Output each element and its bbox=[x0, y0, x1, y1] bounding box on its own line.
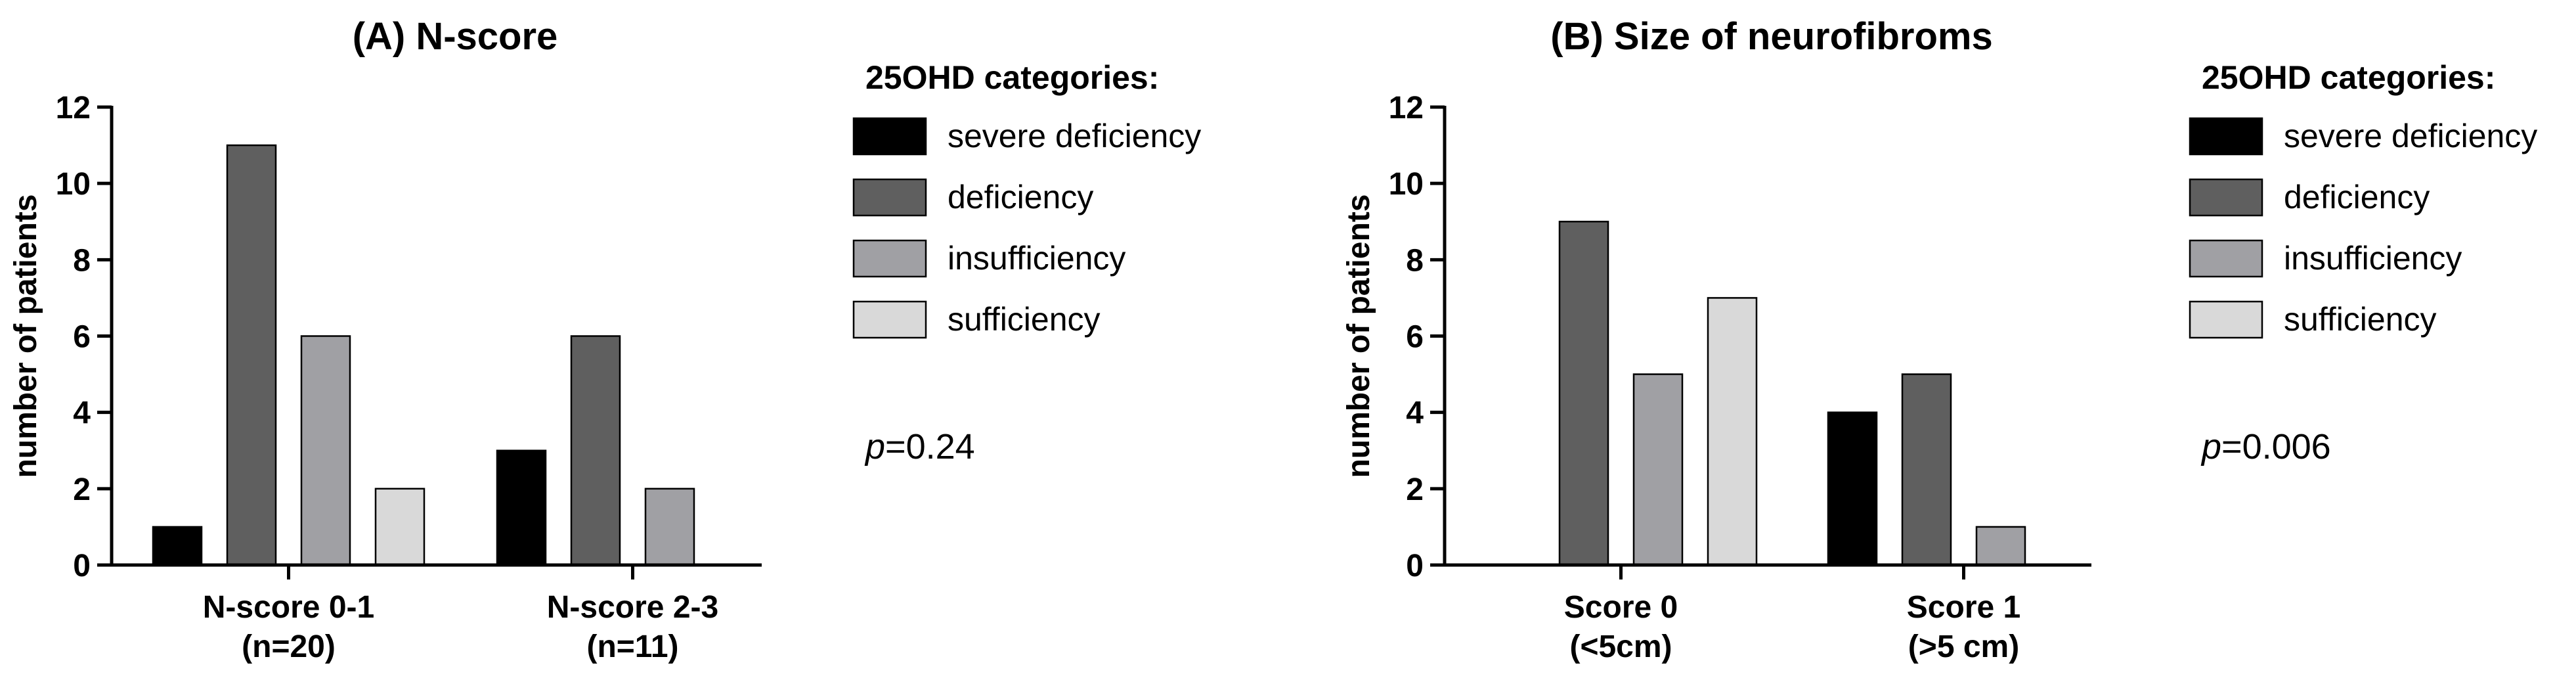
legend-swatch-deficiency bbox=[852, 178, 927, 217]
y-tick-label: 10 bbox=[1389, 167, 1424, 202]
bar-insufficiency-1 bbox=[1632, 373, 1684, 566]
bar-deficiency-2 bbox=[1901, 373, 1952, 566]
y-tick-label: 10 bbox=[56, 167, 91, 202]
legend-swatch-insufficiency bbox=[852, 239, 927, 278]
category-sublabel: (<5cm) bbox=[1569, 629, 1672, 664]
p-value: =0.006 bbox=[2221, 427, 2331, 466]
legend-swatch-severe-deficiency bbox=[2189, 117, 2263, 156]
legend-title: 25OHD categories: bbox=[865, 59, 1159, 96]
legend-swatch-sufficiency bbox=[2189, 300, 2263, 339]
panel-b: (B) Size of neurofibroms number of patien… bbox=[1342, 15, 2537, 664]
bar-sufficiency-1 bbox=[374, 487, 426, 566]
legend-swatch-sufficiency bbox=[852, 300, 927, 339]
legend-swatch-insufficiency bbox=[2189, 239, 2263, 278]
legend-label-severe-deficiency: severe deficiency bbox=[948, 118, 1201, 154]
y-tick-label: 0 bbox=[73, 549, 91, 583]
bar-insufficiency-2 bbox=[644, 487, 695, 566]
y-tick-label: 6 bbox=[1406, 320, 1424, 355]
y-tick-label: 8 bbox=[73, 243, 91, 278]
bar-severe-deficiency-1 bbox=[152, 526, 203, 566]
category-sublabel: (n=20) bbox=[242, 629, 336, 664]
category-sublabel: (>5 cm) bbox=[1908, 629, 2019, 664]
legend-title: 25OHD categories: bbox=[2202, 59, 2495, 96]
p-value: =0.24 bbox=[885, 427, 975, 466]
panel-a: (A) N-score number of patients 0 2 4 6 8 10 12 N-… bbox=[9, 15, 1201, 664]
legend-label-sufficiency: sufficiency bbox=[948, 301, 1101, 338]
p-value-annotation: p=0.24 bbox=[864, 427, 975, 466]
chart-title: (A) N-score bbox=[353, 15, 558, 58]
bar-insufficiency-2 bbox=[1975, 526, 2026, 566]
bar-deficiency-1 bbox=[1558, 221, 1609, 566]
y-tick-label: 6 bbox=[73, 320, 91, 355]
legend-swatch-deficiency bbox=[2189, 178, 2263, 217]
chart-title: (B) Size of neurofibroms bbox=[1550, 15, 1992, 58]
category-label: Score 0 bbox=[1564, 590, 1678, 625]
legend-label-deficiency: deficiency bbox=[948, 179, 1093, 215]
y-tick-label: 12 bbox=[56, 91, 91, 125]
y-tick-label: 4 bbox=[73, 396, 91, 431]
legend-label-sufficiency: sufficiency bbox=[2284, 301, 2437, 338]
y-tick-label: 12 bbox=[1389, 91, 1424, 125]
bar-insufficiency-1 bbox=[300, 335, 351, 566]
category-label: Score 1 bbox=[1907, 590, 2020, 625]
p-value-annotation: p=0.006 bbox=[2200, 427, 2331, 466]
bar-severe-deficiency-2 bbox=[496, 449, 547, 566]
y-tick-label: 2 bbox=[1406, 472, 1424, 507]
category-label: N-score 2-3 bbox=[547, 590, 718, 625]
category-sublabel: (n=11) bbox=[586, 629, 678, 664]
y-tick-label: 0 bbox=[1406, 549, 1424, 583]
legend-swatch-severe-deficiency bbox=[852, 117, 927, 156]
y-tick-label: 4 bbox=[1406, 396, 1424, 431]
y-tick-label: 2 bbox=[73, 472, 91, 507]
y-axis-label: number of patients bbox=[9, 194, 43, 478]
legend-label-deficiency: deficiency bbox=[2284, 179, 2430, 215]
bar-deficiency-2 bbox=[570, 335, 621, 566]
category-label: N-score 0-1 bbox=[203, 590, 374, 625]
bar-deficiency-1 bbox=[226, 144, 277, 566]
legend-label-insufficiency: insufficiency bbox=[948, 240, 1125, 277]
bar-sufficiency-1 bbox=[1707, 297, 1758, 566]
p-symbol: p bbox=[2200, 427, 2221, 466]
bar-severe-deficiency-2 bbox=[1827, 411, 1878, 566]
p-symbol: p bbox=[864, 427, 885, 466]
y-tick-label: 8 bbox=[1406, 243, 1424, 278]
legend-label-severe-deficiency: severe deficiency bbox=[2284, 118, 2537, 154]
legend-label-insufficiency: insufficiency bbox=[2284, 240, 2462, 277]
y-axis-label: number of patients bbox=[1342, 194, 1376, 478]
